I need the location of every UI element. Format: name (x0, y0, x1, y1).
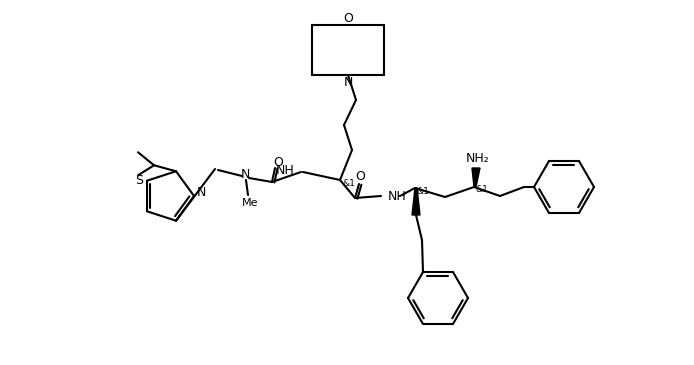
Text: O: O (343, 12, 353, 24)
Text: NH₂: NH₂ (466, 153, 490, 165)
Text: N: N (240, 169, 250, 181)
Text: N: N (344, 76, 353, 88)
Text: S: S (135, 174, 143, 187)
Text: &1: &1 (343, 178, 355, 188)
Text: NH: NH (276, 165, 295, 177)
Polygon shape (472, 168, 480, 187)
Text: N: N (196, 185, 205, 199)
Text: O: O (273, 157, 283, 169)
Text: Me: Me (242, 198, 258, 208)
Polygon shape (412, 188, 420, 215)
Text: O: O (355, 170, 365, 184)
Text: &1: &1 (475, 185, 489, 195)
Text: NH: NH (388, 189, 407, 203)
Text: &1: &1 (416, 187, 430, 196)
